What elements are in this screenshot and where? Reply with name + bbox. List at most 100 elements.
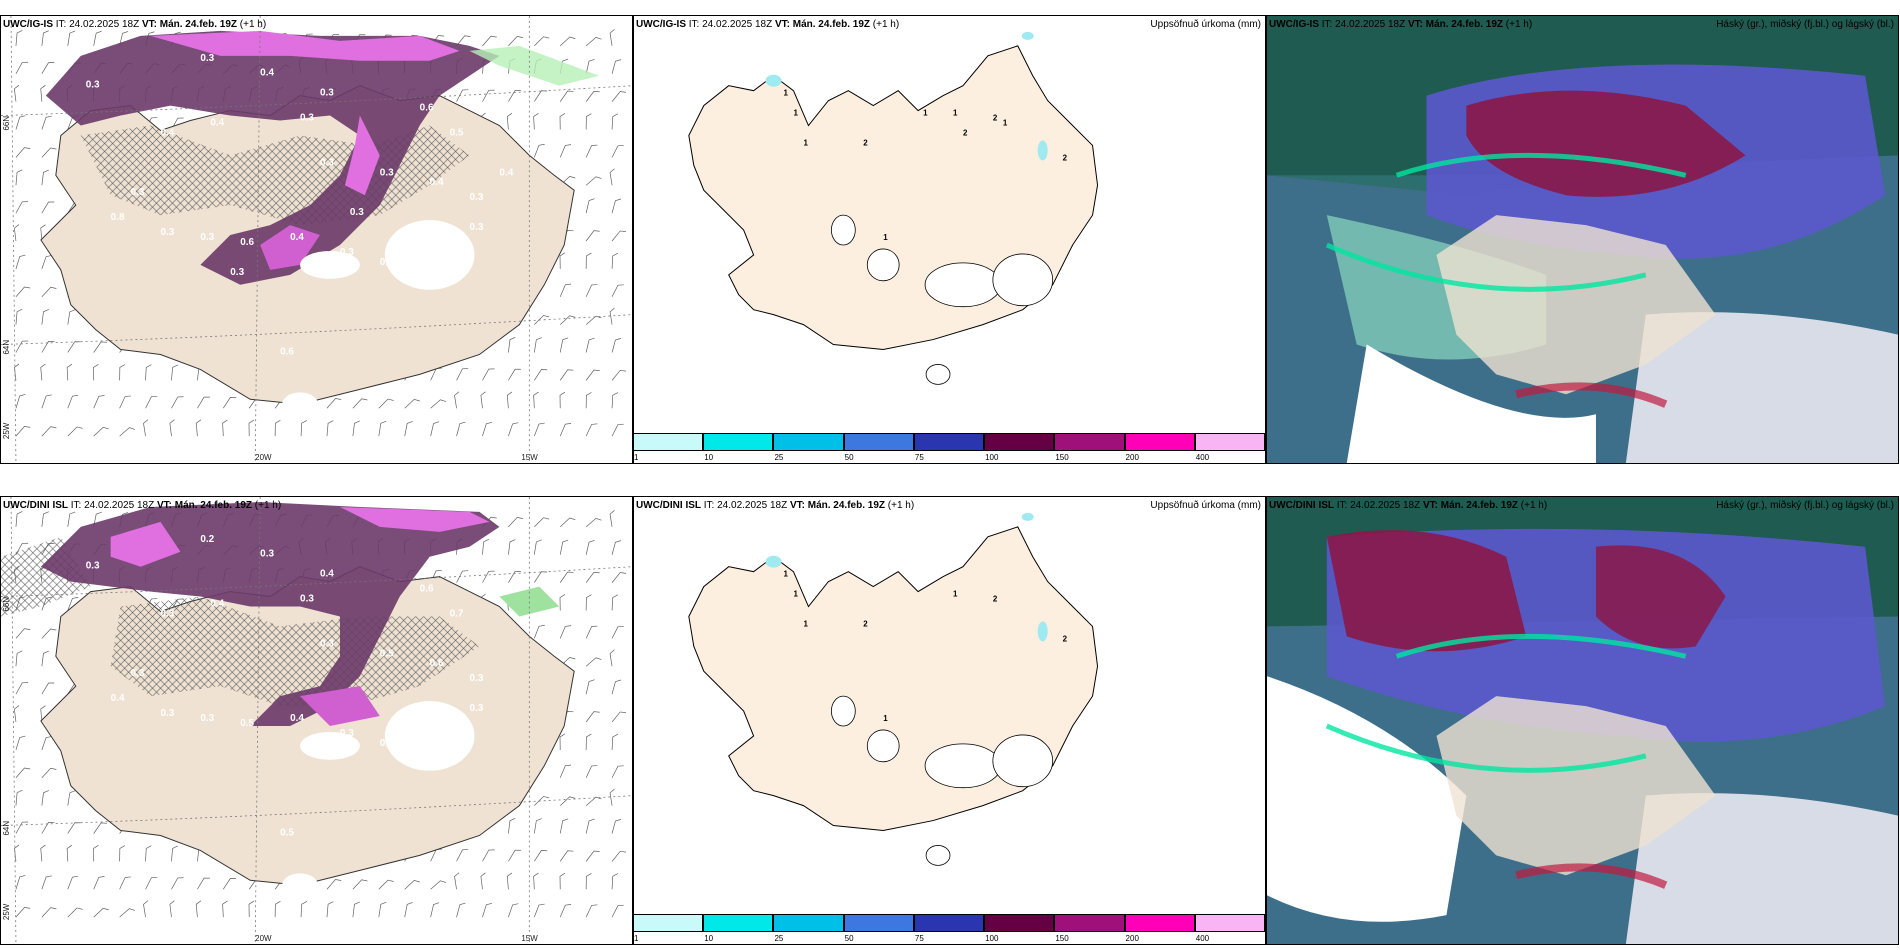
- wind-barb: [482, 89, 495, 102]
- wind-barb: [456, 35, 471, 47]
- wind-barb: [508, 336, 516, 353]
- precip-value-label: 0.7: [450, 608, 464, 619]
- init-time: 24.02.2025 18Z: [69, 19, 140, 30]
- wind-barb: [585, 711, 600, 723]
- wind-barb: [222, 900, 228, 918]
- wind-barb: [14, 844, 20, 862]
- precip-color-legend: 1 10 25 50 75 100 150 200 400: [633, 914, 1265, 948]
- wind-barb: [15, 767, 31, 778]
- wind-barb: [93, 30, 102, 46]
- valid-time: Mán. 24.feb. 19Z: [1425, 19, 1503, 30]
- wind-barb: [585, 198, 595, 214]
- precip-value-label: 0.5: [280, 827, 294, 838]
- wind-barb: [300, 420, 308, 437]
- precip-value-label: 0.3: [380, 257, 394, 268]
- wind-barb: [67, 511, 76, 527]
- wind-barb: [93, 907, 109, 918]
- wind-barb: [352, 901, 360, 918]
- wind-barb: [41, 650, 49, 667]
- panel-header: UWC/IG-IS IT: 24.02.2025 18Z VT: Mán. 24…: [3, 19, 267, 30]
- wind-barb: [611, 230, 627, 242]
- wind-barb: [508, 422, 519, 437]
- wind-barb: [119, 427, 136, 437]
- precip-value-label: 0.3: [200, 232, 214, 243]
- wind-barb: [41, 286, 57, 297]
- wind-barb: [585, 625, 598, 639]
- precip-value-label: 0.3: [160, 708, 174, 719]
- wind-barb: [533, 113, 539, 130]
- precip-value-label: 0.3: [200, 713, 214, 724]
- wind-barb: [585, 540, 595, 555]
- wind-barb: [15, 906, 31, 918]
- wind-barb: [585, 337, 595, 353]
- wind-barb: [15, 308, 23, 325]
- wind-barb: [93, 822, 107, 834]
- wind-barb: [430, 399, 447, 409]
- wind-barb: [41, 309, 49, 325]
- wind-barb: [15, 425, 31, 437]
- wind-barb: [67, 394, 79, 409]
- wind-barb: [508, 817, 516, 834]
- wind-barb: [195, 900, 202, 918]
- wind-barb: [195, 419, 202, 437]
- wind-barb: [300, 901, 308, 918]
- wind-barb: [533, 422, 545, 437]
- wind-barb: [611, 626, 624, 639]
- precip-value-label: 0.3: [320, 638, 334, 649]
- wind-barb: [41, 394, 52, 409]
- precip-value-label: 0.3: [350, 207, 364, 218]
- init-time: 24.02.2025 18Z: [717, 500, 788, 511]
- wind-barb: [611, 338, 622, 353]
- wind-barb: [506, 391, 513, 409]
- wind-barb: [585, 796, 602, 806]
- wind-barb: [171, 877, 184, 890]
- panel-title: Uppsöfnuð úrkoma (mm): [1150, 500, 1261, 511]
- forecast-offset: (+1 h): [239, 19, 267, 30]
- wind-barb: [534, 315, 550, 325]
- legend-swatch: [1124, 914, 1195, 932]
- legend-tick-label: 10: [704, 453, 714, 462]
- forecast-offset: (+1 h): [1505, 19, 1533, 30]
- wind-barb: [93, 511, 102, 527]
- wind-barb: [585, 594, 592, 611]
- legend-swatch: [984, 433, 1055, 451]
- wind-barb: [559, 796, 576, 806]
- wind-barb: [119, 364, 126, 381]
- precip-value-label: 0.5: [240, 718, 254, 729]
- precip-amount-label: 2: [963, 128, 968, 137]
- precip-amount-label: 2: [863, 619, 868, 628]
- wind-barb: [611, 594, 619, 611]
- precip-value-label: 0.3: [131, 668, 145, 679]
- wind-barb: [559, 904, 572, 918]
- wind-barb: [534, 850, 548, 862]
- wind-barb: [404, 902, 413, 918]
- precip-value-label: 0.3: [131, 187, 145, 198]
- wind-barb: [611, 540, 622, 555]
- wind-barb: [15, 789, 23, 806]
- lat-label-64n: 64N: [2, 821, 11, 836]
- wind-barb: [559, 144, 572, 158]
- precip-value-label: 0.4: [210, 118, 224, 129]
- wind-barb: [585, 392, 592, 409]
- wind-barb: [274, 419, 281, 437]
- panel-header: UWC/IG-IS IT: 24.02.2025 18Z VT: Mán. 24…: [636, 19, 1261, 30]
- wind-barb: [41, 255, 52, 269]
- wind-barb: [611, 733, 619, 750]
- model-name: UWC/DINI ISL: [1269, 500, 1334, 511]
- wind-barb: [41, 822, 55, 834]
- precip-value-label: 0.3: [200, 53, 214, 64]
- wind-barb: [378, 901, 387, 918]
- wind-barb: [559, 517, 576, 528]
- legend-swatch: [1124, 433, 1195, 451]
- wind-barb: [456, 849, 469, 862]
- precip-amount-label: 1: [803, 138, 808, 147]
- wind-barb: [456, 902, 466, 918]
- wind-barb: [611, 819, 622, 834]
- wind-barb: [41, 341, 55, 353]
- wind-barb: [609, 307, 615, 325]
- wind-barb: [67, 341, 81, 353]
- wind-barb: [197, 396, 210, 409]
- precip-value-label: 0.4: [430, 177, 444, 188]
- wind-barb: [611, 711, 627, 723]
